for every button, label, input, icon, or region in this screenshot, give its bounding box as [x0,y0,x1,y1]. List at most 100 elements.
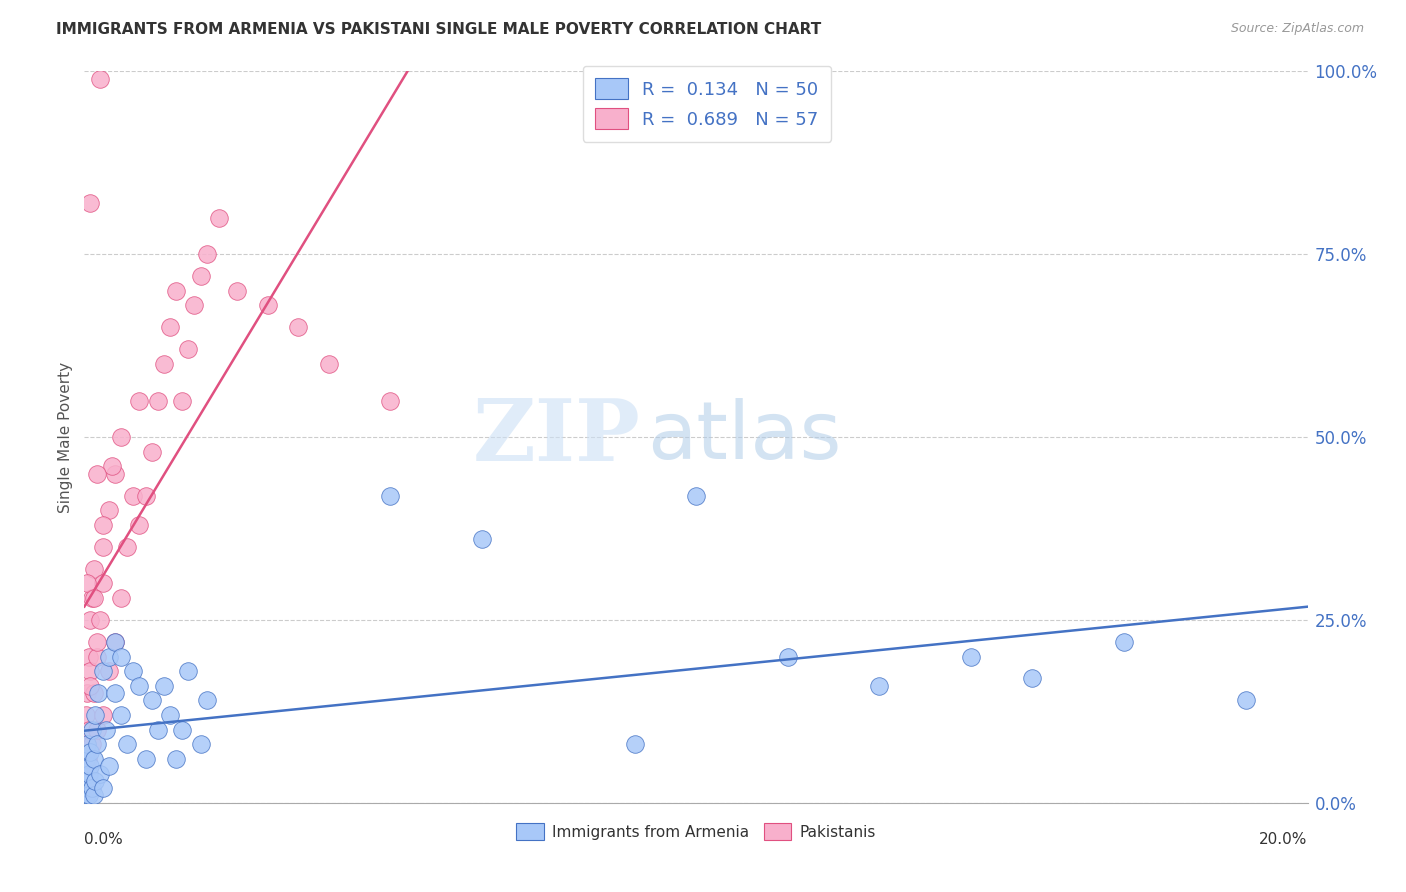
Point [76,781,98,796]
Point [115,540,138,554]
Text: ZIP: ZIP [474,395,641,479]
Point [318,357,340,371]
Point [172,393,194,408]
Point [685,489,707,503]
Point [146,393,169,408]
Point [79,745,101,759]
Point [91,576,114,591]
Point [89,613,111,627]
Point [165,284,187,298]
Point [76,576,98,591]
Point [195,693,218,707]
Point [159,708,181,723]
Point [75,773,97,788]
Point [82,591,104,605]
Point [75,708,97,723]
Point [79,196,101,211]
Point [208,211,231,225]
Point [75,759,97,773]
Point [91,517,114,532]
Point [86,649,108,664]
Point [1021,672,1043,686]
Point [76,686,98,700]
Point [159,320,181,334]
Point [77,781,100,796]
Point [128,393,150,408]
Point [177,343,200,357]
Point [776,649,799,664]
Point [77,649,100,664]
Point [79,664,101,678]
Point [86,737,108,751]
Point [91,781,114,796]
Y-axis label: Single Male Poverty: Single Male Poverty [58,361,73,513]
Text: atlas: atlas [647,398,841,476]
Point [91,540,114,554]
Point [257,298,280,312]
Point [153,357,176,371]
Point [79,679,101,693]
Point [77,789,100,803]
Point [83,789,105,803]
Point [183,298,205,312]
Point [104,635,127,649]
Point [73,781,96,796]
Point [226,284,249,298]
Point [83,752,105,766]
Point [122,489,145,503]
Point [89,71,111,86]
Point [128,679,150,693]
Point [80,781,103,796]
Point [104,686,127,700]
Point [104,635,127,649]
Point [110,649,132,664]
Point [869,679,891,693]
Point [76,789,98,803]
Point [97,759,120,773]
Point [177,664,200,678]
Point [172,723,194,737]
Point [135,489,157,503]
Point [1236,693,1258,707]
Point [141,693,163,707]
Legend: Immigrants from Armenia, Pakistanis: Immigrants from Armenia, Pakistanis [510,816,882,847]
Point [91,664,114,678]
Point [94,723,117,737]
Point [83,686,105,700]
Point [75,752,97,766]
Point [84,773,107,788]
Point [83,562,105,576]
Point [97,649,120,664]
Point [1114,635,1136,649]
Point [287,320,309,334]
Point [122,664,145,678]
Point [83,708,105,723]
Point [82,723,104,737]
Text: IMMIGRANTS FROM ARMENIA VS PAKISTANI SINGLE MALE POVERTY CORRELATION CHART: IMMIGRANTS FROM ARMENIA VS PAKISTANI SIN… [56,22,821,37]
Point [190,269,212,284]
Point [135,752,157,766]
Point [75,737,97,751]
Point [86,467,108,481]
Point [104,467,127,481]
Point [190,737,212,751]
Point [77,766,100,780]
Point [153,679,176,693]
Point [80,737,103,751]
Point [128,517,150,532]
Text: 0.0%: 0.0% [84,832,124,847]
Point [110,430,132,444]
Text: Source: ZipAtlas.com: Source: ZipAtlas.com [1230,22,1364,36]
Point [960,649,983,664]
Point [101,459,124,474]
Point [380,393,402,408]
Point [89,766,111,780]
Point [77,752,100,766]
Point [97,503,120,517]
Point [624,737,647,751]
Text: 20.0%: 20.0% [1260,832,1308,847]
Point [87,686,110,700]
Point [91,708,114,723]
Point [79,759,101,773]
Point [86,635,108,649]
